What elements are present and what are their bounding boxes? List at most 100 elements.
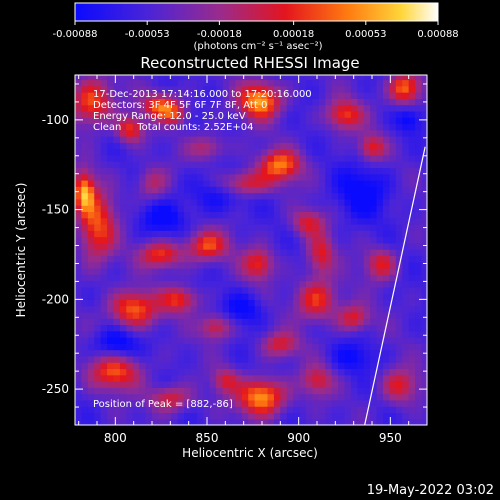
heatmap-cell [216, 154, 224, 162]
heatmap-cell [267, 85, 275, 93]
heatmap-cell [376, 217, 384, 225]
heatmap-cell [408, 261, 416, 269]
heatmap-cell [87, 236, 95, 244]
heatmap-cell [415, 255, 423, 263]
heatmap-cell [139, 167, 147, 175]
heatmap-cell [203, 161, 211, 169]
heatmap-cell [184, 79, 192, 87]
heatmap-cell [344, 79, 352, 87]
heatmap-cell [261, 161, 269, 169]
heatmap-cell [306, 255, 314, 263]
heatmap-cell [139, 79, 147, 87]
heatmap-cell [113, 198, 121, 206]
heatmap-cell [389, 280, 397, 288]
heatmap-cell [363, 293, 371, 300]
heatmap-cell [357, 387, 365, 395]
heatmap-cell [395, 223, 403, 231]
heatmap-cell [241, 355, 249, 363]
heatmap-cell [331, 280, 339, 288]
heatmap-cell [389, 274, 397, 282]
heatmap-cell [184, 355, 192, 363]
heatmap-cell [350, 117, 358, 125]
heatmap-cell [421, 211, 427, 219]
heatmap-cell [363, 393, 371, 401]
heatmap-cell [152, 399, 160, 407]
heatmap-cell [229, 399, 237, 407]
heatmap-cell [408, 123, 416, 131]
heatmap-cell [75, 337, 83, 344]
heatmap-cell [177, 223, 185, 231]
heatmap-cell [152, 211, 160, 219]
heatmap-cell [261, 349, 269, 357]
heatmap-cell [81, 274, 89, 282]
heatmap-cell [261, 98, 269, 106]
heatmap-cell [293, 311, 301, 319]
heatmap-cell [395, 274, 403, 282]
heatmap-cell [132, 142, 140, 150]
heatmap-cell [235, 286, 243, 294]
heatmap-cell [350, 399, 358, 407]
heatmap-cell [261, 368, 269, 376]
heatmap-cell [376, 374, 384, 382]
heatmap-cell [331, 98, 339, 106]
heatmap-cell [338, 355, 346, 363]
heatmap-cell [177, 142, 185, 150]
heatmap-cell [87, 299, 95, 307]
heatmap-cell [299, 129, 307, 137]
heatmap-cell [81, 230, 89, 238]
heatmap-cell [280, 349, 288, 357]
heatmap-cell [87, 198, 95, 206]
heatmap-cell [171, 104, 179, 112]
heatmap-cell [408, 324, 416, 332]
heatmap-cell [113, 330, 121, 338]
heatmap-cell [196, 75, 204, 81]
heatmap-cell [402, 393, 410, 401]
heatmap-cell [145, 198, 153, 206]
heatmap-cell [171, 192, 179, 200]
heatmap-cell [344, 318, 352, 326]
heatmap-cell [158, 211, 166, 219]
heatmap-cell [107, 180, 115, 187]
heatmap-cell [145, 92, 153, 99]
heatmap-cell [318, 381, 326, 388]
heatmap-cell [94, 393, 102, 401]
heatmap-cell [293, 337, 301, 344]
heatmap-cell [267, 349, 275, 357]
heatmap-cell [158, 418, 166, 425]
heatmap-cell [357, 180, 365, 187]
heatmap-cell [145, 230, 153, 238]
heatmap-cell [139, 337, 147, 344]
heatmap-cell [389, 337, 397, 344]
heatmap-cell [357, 167, 365, 175]
heatmap-cell [306, 374, 314, 382]
heatmap-cell [363, 117, 371, 125]
heatmap-cell [280, 230, 288, 238]
heatmap-cell [184, 85, 192, 93]
heatmap-cell [318, 167, 326, 175]
heatmap-cell [164, 136, 172, 143]
heatmap-cell [389, 255, 397, 263]
heatmap-cell [94, 79, 102, 87]
heatmap-cell [363, 399, 371, 407]
heatmap-cell [222, 205, 230, 213]
heatmap-cell [209, 362, 217, 370]
heatmap-cell [75, 399, 83, 407]
heatmap-cell [415, 349, 423, 357]
heatmap-cell [267, 387, 275, 395]
heatmap-cell [139, 255, 147, 263]
heatmap-cell [383, 236, 391, 244]
heatmap-cell [331, 374, 339, 382]
heatmap-cell [184, 92, 192, 99]
heatmap-cell [357, 192, 365, 200]
heatmap-cell [293, 180, 301, 187]
heatmap-cell [389, 211, 397, 219]
heatmap-cell [203, 406, 211, 414]
heatmap-cell [126, 110, 134, 118]
heatmap-cell [383, 230, 391, 238]
heatmap-cell [376, 98, 384, 106]
heatmap-cell [190, 85, 198, 93]
heatmap-cell [216, 75, 224, 81]
heatmap-cell [350, 381, 358, 388]
heatmap-cell [312, 154, 320, 162]
heatmap-cell [164, 242, 172, 250]
